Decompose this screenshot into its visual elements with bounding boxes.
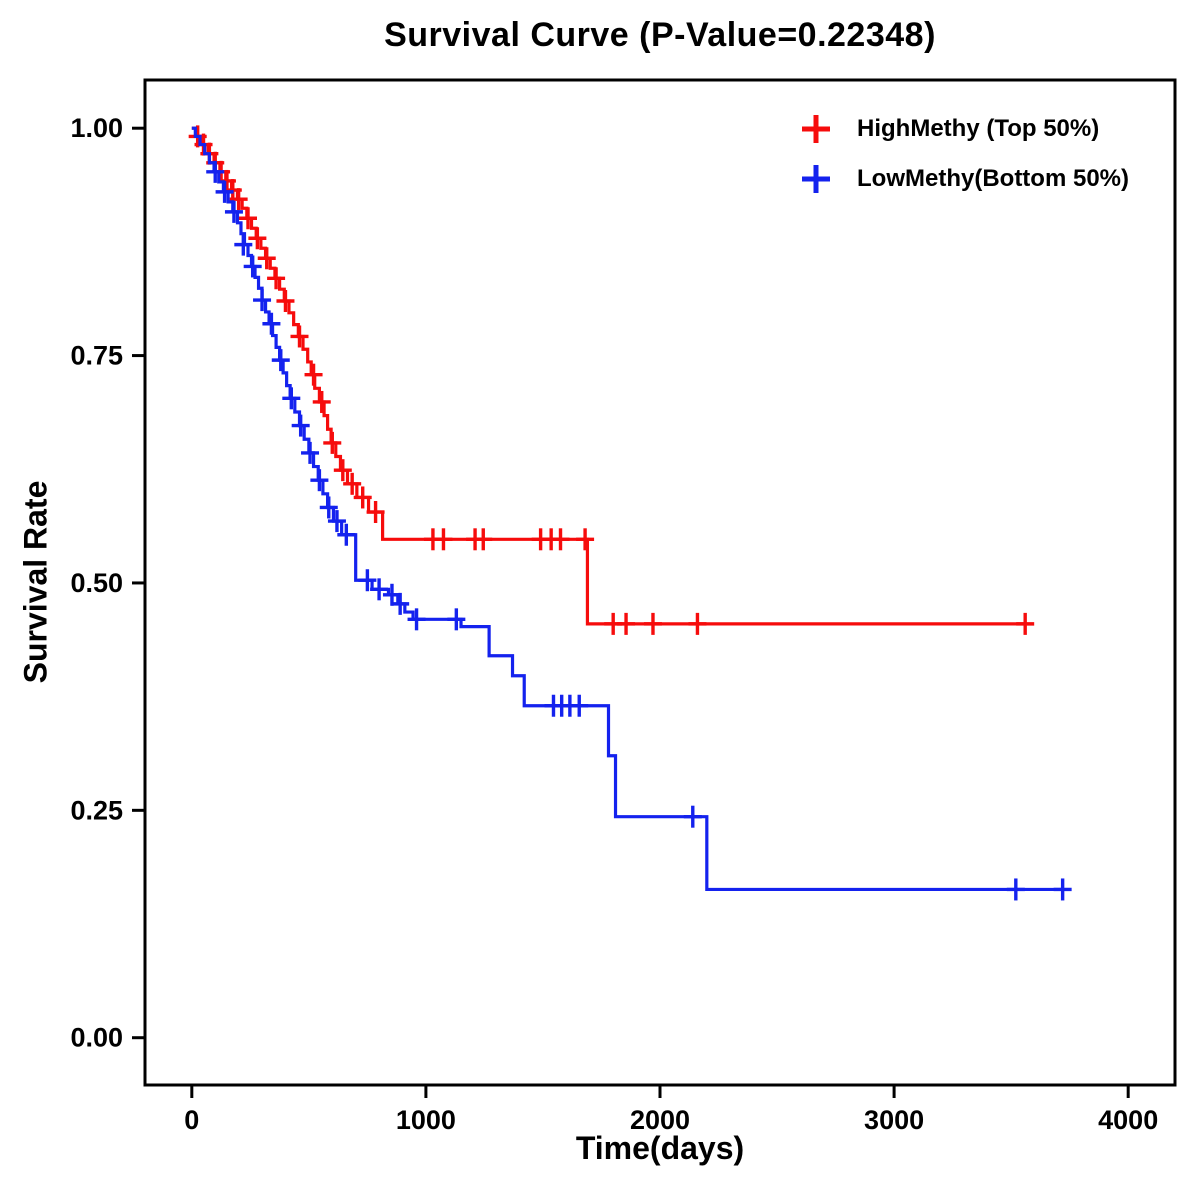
x-tick-label: 1000 bbox=[396, 1105, 456, 1135]
legend-item-highmethy: HighMethy (Top 50%) bbox=[795, 112, 1129, 146]
legend: HighMethy (Top 50%) LowMethy(Bottom 50%) bbox=[795, 112, 1129, 196]
legend-label-highmethy: HighMethy (Top 50%) bbox=[857, 115, 1100, 142]
x-axis-label: Time(days) bbox=[575, 1130, 745, 1166]
x-tick-label: 3000 bbox=[864, 1105, 924, 1135]
series-0 bbox=[188, 125, 1035, 635]
x-axis-ticks: 0 1000 2000 3000 4000 bbox=[184, 1085, 1158, 1135]
x-tick-label: 2000 bbox=[630, 1105, 690, 1135]
x-tick-label: 0 bbox=[184, 1105, 199, 1135]
x-tick-label: 4000 bbox=[1098, 1105, 1158, 1135]
chart-title: Survival Curve (P-Value=0.22348) bbox=[384, 16, 936, 54]
y-tick-label: 1.00 bbox=[70, 113, 123, 143]
survival-step-line bbox=[191, 126, 1063, 892]
y-tick-label: 0.50 bbox=[70, 568, 123, 598]
y-tick-label: 0.25 bbox=[70, 795, 123, 825]
legend-label-lowmethy: LowMethy(Bottom 50%) bbox=[857, 165, 1129, 192]
plus-marker-icon bbox=[802, 115, 830, 143]
series-1 bbox=[191, 126, 1072, 901]
plus-marker-icon bbox=[802, 165, 830, 193]
y-tick-label: 0.00 bbox=[70, 1023, 123, 1053]
legend-item-lowmethy: LowMethy(Bottom 50%) bbox=[795, 162, 1129, 196]
y-axis-ticks: 0.00 0.25 0.50 0.75 1.00 bbox=[70, 113, 145, 1053]
axes-frame bbox=[143, 78, 1177, 1087]
y-tick-label: 0.75 bbox=[70, 341, 123, 371]
